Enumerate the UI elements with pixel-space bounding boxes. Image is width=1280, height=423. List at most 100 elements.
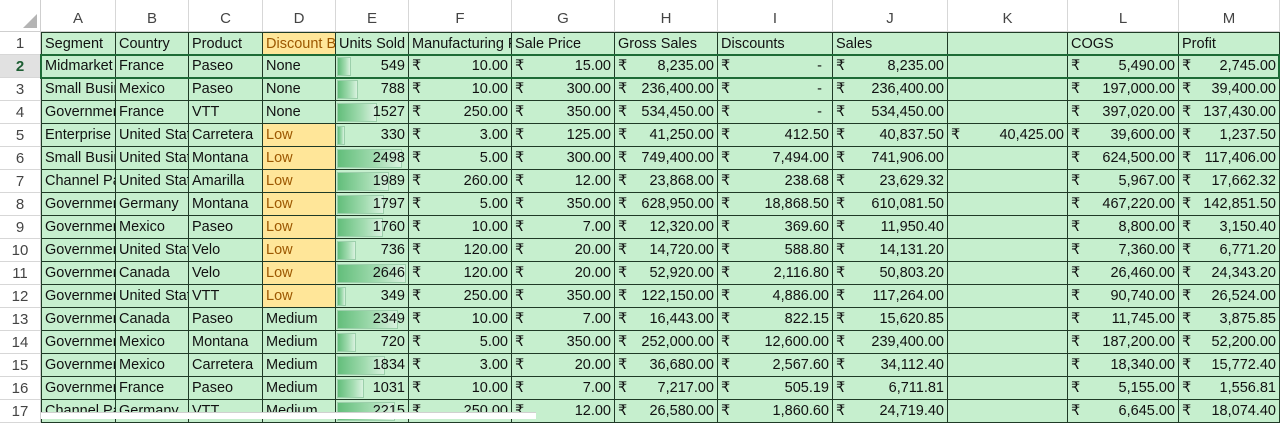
cell-profit[interactable]: ₹3,875.85 xyxy=(1179,308,1280,331)
cell-sale[interactable]: ₹125.00 xyxy=(512,124,615,147)
cell-sales[interactable]: ₹23,629.32 xyxy=(833,170,948,193)
column-header-j[interactable]: J xyxy=(833,0,948,32)
row-header-3[interactable]: 3 xyxy=(0,78,41,101)
cell-band[interactable]: Medium xyxy=(263,331,336,354)
cell-sales[interactable]: ₹15,620.85 xyxy=(833,308,948,331)
cell-band[interactable]: Low xyxy=(263,216,336,239)
cell-country[interactable]: United States of America xyxy=(116,124,189,147)
cell-band[interactable]: Low xyxy=(263,147,336,170)
cell-disc[interactable]: ₹588.80 xyxy=(718,239,833,262)
column-header-k[interactable]: K xyxy=(948,0,1068,32)
cell-units[interactable]: 2498 xyxy=(336,147,409,170)
cell-mfg[interactable]: ₹3.00 xyxy=(409,124,512,147)
cell-disc[interactable]: ₹7,494.00 xyxy=(718,147,833,170)
cell-units[interactable]: 720 xyxy=(336,331,409,354)
cell-profit[interactable]: ₹142,851.50 xyxy=(1179,193,1280,216)
row-header-15[interactable]: 15 xyxy=(0,354,41,377)
cell-gross[interactable]: ₹749,400.00 xyxy=(615,147,718,170)
cell-cogs[interactable]: ₹397,020.00 xyxy=(1068,101,1179,124)
cell-sales[interactable]: ₹8,235.00 xyxy=(833,55,948,78)
cell-band[interactable]: Low xyxy=(263,193,336,216)
cell-sales[interactable]: ₹40,837.50 xyxy=(833,124,948,147)
cell-band[interactable]: Low xyxy=(263,262,336,285)
header-cell-sale[interactable]: Sale Price xyxy=(512,32,615,55)
cell-country[interactable]: France xyxy=(116,377,189,400)
row-header-5[interactable]: 5 xyxy=(0,124,41,147)
cell-segment[interactable]: Government xyxy=(41,285,116,308)
row-header-8[interactable]: 8 xyxy=(0,193,41,216)
cell-units[interactable]: 736 xyxy=(336,239,409,262)
cell-country[interactable]: Mexico xyxy=(116,216,189,239)
cell-k[interactable] xyxy=(948,400,1068,423)
cell-gross[interactable]: ₹16,443.00 xyxy=(615,308,718,331)
cell-band[interactable]: Medium xyxy=(263,308,336,331)
cell-profit[interactable]: ₹15,772.40 xyxy=(1179,354,1280,377)
cell-k[interactable] xyxy=(948,331,1068,354)
cell-sale[interactable]: ₹20.00 xyxy=(512,239,615,262)
cell-sale[interactable]: ₹7.00 xyxy=(512,216,615,239)
cell-cogs[interactable]: ₹5,490.00 xyxy=(1068,55,1179,78)
cell-sales[interactable]: ₹6,711.81 xyxy=(833,377,948,400)
cell-k[interactable] xyxy=(948,216,1068,239)
cell-sales[interactable]: ₹50,803.20 xyxy=(833,262,948,285)
cell-sale[interactable]: ₹20.00 xyxy=(512,262,615,285)
cell-segment[interactable]: Government xyxy=(41,354,116,377)
cell-country[interactable]: Germany xyxy=(116,193,189,216)
cell-cogs[interactable]: ₹197,000.00 xyxy=(1068,78,1179,101)
column-header-g[interactable]: G xyxy=(512,0,615,32)
cell-segment[interactable]: Government xyxy=(41,377,116,400)
cell-sales[interactable]: ₹117,264.00 xyxy=(833,285,948,308)
column-header-i[interactable]: I xyxy=(718,0,833,32)
column-header-m[interactable]: M xyxy=(1179,0,1280,32)
column-header-a[interactable]: A xyxy=(41,0,116,32)
cell-k[interactable]: ₹40,425.00 xyxy=(948,124,1068,147)
cell-profit[interactable]: ₹117,406.00 xyxy=(1179,147,1280,170)
cell-cogs[interactable]: ₹26,460.00 xyxy=(1068,262,1179,285)
row-header-9[interactable]: 9 xyxy=(0,216,41,239)
cell-sales[interactable]: ₹11,950.40 xyxy=(833,216,948,239)
row-header-16[interactable]: 16 xyxy=(0,377,41,400)
cell-segment[interactable]: Government xyxy=(41,193,116,216)
cell-sale[interactable]: ₹350.00 xyxy=(512,193,615,216)
column-header-d[interactable]: D xyxy=(263,0,336,32)
cell-profit[interactable]: ₹24,343.20 xyxy=(1179,262,1280,285)
cell-segment[interactable]: Government xyxy=(41,331,116,354)
header-cell-band[interactable]: Discount Band xyxy=(263,32,336,55)
cell-k[interactable] xyxy=(948,308,1068,331)
cell-product[interactable]: Amarilla xyxy=(189,170,263,193)
cell-product[interactable]: Paseo xyxy=(189,308,263,331)
cell-profit[interactable]: ₹1,237.50 xyxy=(1179,124,1280,147)
cell-disc[interactable]: ₹2,567.60 xyxy=(718,354,833,377)
cell-profit[interactable]: ₹3,150.40 xyxy=(1179,216,1280,239)
cell-gross[interactable]: ₹252,000.00 xyxy=(615,331,718,354)
cell-disc[interactable]: ₹18,868.50 xyxy=(718,193,833,216)
row-header-14[interactable]: 14 xyxy=(0,331,41,354)
row-header-10[interactable]: 10 xyxy=(0,239,41,262)
cell-product[interactable]: Velo xyxy=(189,262,263,285)
cell-units[interactable]: 1031 xyxy=(336,377,409,400)
header-cell-gross[interactable]: Gross Sales xyxy=(615,32,718,55)
cell-country[interactable]: France xyxy=(116,101,189,124)
cell-disc[interactable]: ₹ - xyxy=(718,55,833,78)
cell-mfg[interactable]: ₹250.00 xyxy=(409,285,512,308)
cell-k[interactable] xyxy=(948,147,1068,170)
cell-profit[interactable]: ₹18,074.40 xyxy=(1179,400,1280,423)
row-header-13[interactable]: 13 xyxy=(0,308,41,331)
cell-units[interactable]: 330 xyxy=(336,124,409,147)
cell-country[interactable]: United States of America xyxy=(116,147,189,170)
column-header-l[interactable]: L xyxy=(1068,0,1179,32)
cell-sale[interactable]: ₹15.00 xyxy=(512,55,615,78)
header-cell-k[interactable] xyxy=(948,32,1068,55)
cell-segment[interactable]: Small Business xyxy=(41,147,116,170)
cell-cogs[interactable]: ₹11,745.00 xyxy=(1068,308,1179,331)
cell-product[interactable]: Paseo xyxy=(189,377,263,400)
cell-product[interactable]: Carretera xyxy=(189,124,263,147)
cell-mfg[interactable]: ₹260.00 xyxy=(409,170,512,193)
cell-segment[interactable]: Midmarket xyxy=(41,55,116,78)
row-header-17[interactable]: 17 xyxy=(0,400,41,423)
cell-segment[interactable]: Small Business xyxy=(41,78,116,101)
cell-disc[interactable]: ₹2,116.80 xyxy=(718,262,833,285)
cell-profit[interactable]: ₹39,400.00 xyxy=(1179,78,1280,101)
header-cell-country[interactable]: Country xyxy=(116,32,189,55)
cell-disc[interactable]: ₹1,860.60 xyxy=(718,400,833,423)
